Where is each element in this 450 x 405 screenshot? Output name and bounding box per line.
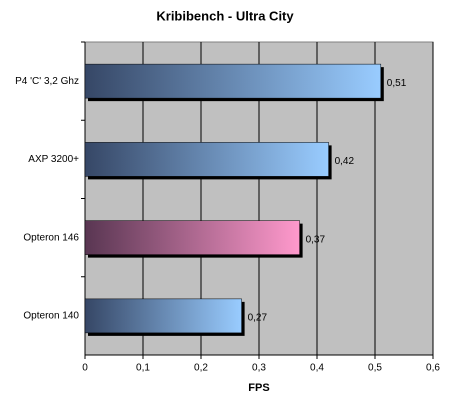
x-tick-label: 0,5 xyxy=(368,363,382,374)
y-tick-label: Opteron 140 xyxy=(23,311,79,322)
x-tick-label: 0,2 xyxy=(194,363,208,374)
value-label: 0,51 xyxy=(387,78,407,89)
chart-title: Kribibench - Ultra City xyxy=(156,8,294,23)
value-label: 0,42 xyxy=(335,156,355,167)
y-tick-label: Opteron 146 xyxy=(23,232,79,243)
bar xyxy=(84,220,300,255)
x-tick-label: 0,1 xyxy=(136,363,150,374)
y-tick-label: AXP 3200+ xyxy=(28,154,79,165)
x-tick-label: 0,3 xyxy=(252,363,266,374)
value-label: 0,37 xyxy=(306,234,326,245)
x-tick-label: 0 xyxy=(82,363,88,374)
value-label: 0,27 xyxy=(248,313,268,324)
bar xyxy=(84,63,382,99)
x-tick-label: 0,4 xyxy=(310,363,324,374)
x-tick-label: 0,6 xyxy=(426,363,440,374)
x-axis-title: FPS xyxy=(248,382,269,394)
bar xyxy=(84,142,329,177)
y-tick-label: P4 'C' 3,2 Ghz xyxy=(15,76,79,87)
bar xyxy=(84,298,242,334)
